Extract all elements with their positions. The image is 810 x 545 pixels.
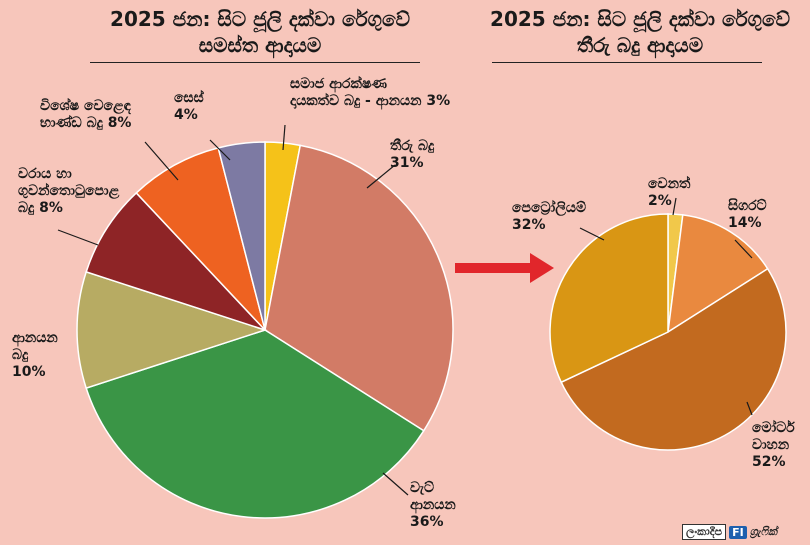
right-leader-line-2 [746,401,753,416]
right-pie-chart [549,213,787,451]
left-title-line1: 2025 ජන: සිට ජූලි දක්වා රේගුවේ [110,7,410,31]
right-slice-label-0-line-0: වෙනත් [648,175,691,192]
footer-credit: ලංකාදීප FI ග්‍රැෆික් [682,522,777,542]
left-pie-slice-3 [76,270,268,390]
right-slice-label-3: පෙට්‍රෝලියම් 32% [512,199,586,233]
left-slice-label-0-line-1: දායකත්ව බදු - ආනයන 3% [290,92,450,110]
left-title-underline [90,62,420,63]
right-leader-line-1 [734,239,753,259]
right-pie-slice-2 [560,267,787,451]
right-leader-line-0 [672,197,677,216]
left-slice-label-2-line-0: වැට් [410,479,434,496]
left-slice-label-5-line-1: භාණ්ඩ බදු 8% [40,114,131,131]
arrow-head [530,253,554,283]
left-pie-slice-5 [135,146,266,331]
right-title-line1: 2025 ජන: සිට ජූලි දක්වා රේගුවේ [490,7,790,31]
left-pie-chart [76,141,454,519]
left-slice-label-0: සමාජ ආරක්ෂණ දායකත්ව බදු - ආනයන 3% [290,75,450,110]
left-leader-line-1 [366,164,396,189]
left-slice-label-3-line-2: 10% [12,364,46,380]
right-slice-label-2-line-2: 52% [752,454,786,470]
right-slice-label-0-line-1: 2% [648,193,672,209]
left-leader-line-4 [57,229,99,246]
left-leader-line-6 [209,139,231,161]
left-slice-label-0-line-0: සමාජ ආරක්ෂණ [290,75,387,93]
right-slice-label-3-line-0: පෙට්‍රෝලියම් [512,199,586,217]
right-slice-label-1-line-0: සිගරට් [728,197,767,214]
right-slice-label-3-line-1: 32% [512,217,546,233]
left-slice-label-3-line-0: ආනයන [12,330,58,347]
left-leader-line-5 [144,141,179,181]
left-slice-label-1: තීරු බදු 31% [390,138,435,171]
connector-arrow [455,253,554,283]
right-slice-label-1: සිගරට් 14% [728,197,767,231]
left-slice-label-2-line-1: ආනයන [410,497,456,514]
right-pie-slice-1 [667,214,769,334]
left-slice-label-1-line-1: 31% [390,155,424,171]
left-slice-label-2: වැට් ආනයන 36% [410,479,456,530]
right-slice-label-2: මෝටර් වාහන 52% [752,419,795,470]
left-title-line2: සමස්ත ආදායම [198,33,322,57]
right-pie-slice-3 [549,213,669,384]
left-leader-line-0 [282,124,286,151]
right-slice-label-1-line-1: 14% [728,215,762,231]
left-slice-label-5: විශේෂ වෙළෙඳ භාණ්ඩ බදු 8% [40,97,132,131]
footer-brand: ලංකාදීප [682,524,727,540]
right-slice-label-2-line-1: වාහන [752,437,790,453]
left-chart-title: 2025 ජන: සිට ජූලි දක්වා රේගුවේ සමස්ත ආදා… [30,6,490,58]
right-leader-line-3 [579,227,605,241]
left-slice-label-4-line-2: බදු 8% [18,200,63,216]
left-slice-label-1-line-0: තීරු බදු [390,138,435,154]
right-title-line2: තීරු බදු ආදායම [576,33,704,57]
left-slice-label-6: සෙස් 4% [174,89,205,123]
right-chart-title: 2025 ජන: සිට ජූලි දක්වා රේගුවේ තීරු බදු … [470,6,810,58]
footer-graphic: ග්‍රැෆික් [749,525,778,538]
right-title-underline [492,62,762,63]
left-pie-slice-4 [85,191,266,331]
left-slice-label-5-line-0: විශේෂ වෙළෙඳ [40,97,132,115]
left-slice-label-2-line-2: 36% [410,514,444,530]
left-slice-label-6-line-0: සෙස් [174,89,205,106]
left-slice-label-4-line-1: ගුවන්තොටුපොළ [18,182,120,200]
left-pie-slice-2 [85,329,425,519]
left-slice-label-6-line-1: 4% [174,107,198,123]
right-slice-label-0: වෙනත් 2% [648,175,691,209]
left-slice-label-4-line-0: වරාය හා [18,166,72,182]
right-slice-label-2-line-0: මෝටර් [752,419,795,436]
footer-fi-badge: FI [729,525,747,539]
left-slice-label-3: ආනයන බදු 10% [12,330,58,380]
left-leader-line-2 [382,472,409,496]
left-slice-label-3-line-1: බදු [12,347,29,363]
left-slice-label-4: වරාය හා ගුවන්තොටුපොළ බදු 8% [18,166,120,216]
arrow-shaft [455,263,533,273]
